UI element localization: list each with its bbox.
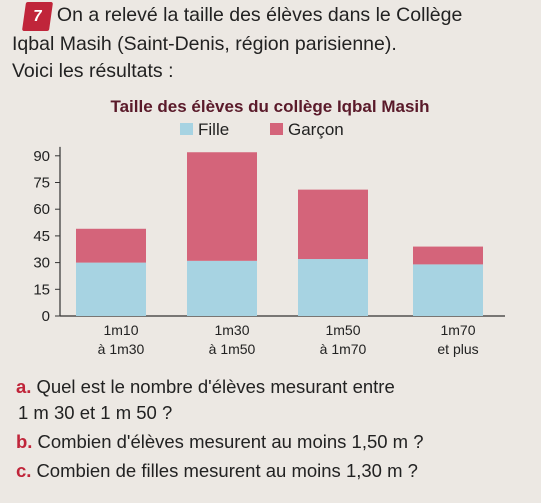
question-a-text-1: Quel est le nombre d'élèves mesurant ent…: [36, 376, 395, 397]
bar-garçon-4: [413, 246, 483, 265]
legend-swatch-1: [180, 123, 193, 135]
legend-swatch-2: [270, 123, 283, 135]
bar-fille-3: [298, 259, 368, 316]
question-b-label: b.: [16, 431, 33, 452]
questions-block: a. Quel est le nombre d'élèves mesurant e…: [16, 374, 536, 487]
y-tick-label-60: 60: [33, 201, 50, 218]
y-tick-label-15: 15: [33, 281, 50, 298]
x-tick-label-4-line1: 1m70: [440, 322, 475, 338]
question-b-text: Combien d'élèves mesurent au moins 1,50 …: [37, 431, 424, 452]
y-tick-label-30: 30: [33, 255, 50, 272]
chart-svg: Taille des élèves du collège Iqbal Masih…: [33, 97, 505, 357]
y-tick-label-0: 0: [42, 308, 50, 325]
question-a: a. Quel est le nombre d'élèves mesurant e…: [16, 374, 536, 426]
bar-garçon-3: [298, 189, 368, 260]
x-tick-label-2-line1: 1m30: [214, 322, 249, 338]
x-tick-label-3-line2: à 1m70: [320, 341, 367, 357]
bar-garçon-1: [76, 228, 146, 263]
y-tick-label-45: 45: [33, 228, 50, 245]
question-a-label: a.: [16, 376, 32, 397]
x-tick-label-1-line2: à 1m30: [98, 341, 145, 357]
y-tick-label-75: 75: [33, 175, 50, 192]
intro-line-2: Iqbal Masih (Saint-Denis, région parisie…: [12, 33, 397, 55]
bar-fille-1: [76, 262, 146, 316]
legend-label-1: Fille: [198, 120, 229, 139]
x-tick-label-3-line1: 1m50: [325, 322, 360, 338]
x-tick-label-4-line2: et plus: [437, 341, 478, 357]
question-c: c. Combien de filles mesurent au moins 1,…: [16, 458, 536, 484]
intro-line-3: Voici les résultats :: [12, 60, 174, 82]
question-a-text-2: 1 m 30 et 1 m 50 ?: [18, 402, 173, 423]
intro-text-1: On a relevé la taille des élèves dans le…: [56, 4, 463, 26]
exercise-intro: 7 On a relevé la taille des élèves dans l…: [12, 2, 537, 85]
x-tick-label-2-line2: à 1m50: [209, 341, 256, 357]
bar-fille-2: [187, 260, 257, 316]
bar-garçon-2: [187, 152, 257, 261]
question-b: b. Combien d'élèves mesurent au moins 1,5…: [16, 429, 536, 455]
intro-line-1: 7 On a relevé la taille des élèves dans l…: [12, 2, 537, 31]
exercise-number-badge: 7: [21, 2, 53, 31]
question-c-text: Combien de filles mesurent au moins 1,30…: [36, 460, 418, 481]
x-tick-label-1-line1: 1m10: [103, 322, 138, 338]
chart-title: Taille des élèves du collège Iqbal Masih: [110, 97, 429, 116]
question-c-label: c.: [16, 460, 32, 481]
y-tick-label-90: 90: [33, 148, 50, 165]
bar-fille-4: [413, 264, 483, 316]
height-chart: Taille des élèves du collège Iqbal Masih…: [0, 92, 541, 362]
legend-label-2: Garçon: [288, 120, 344, 139]
